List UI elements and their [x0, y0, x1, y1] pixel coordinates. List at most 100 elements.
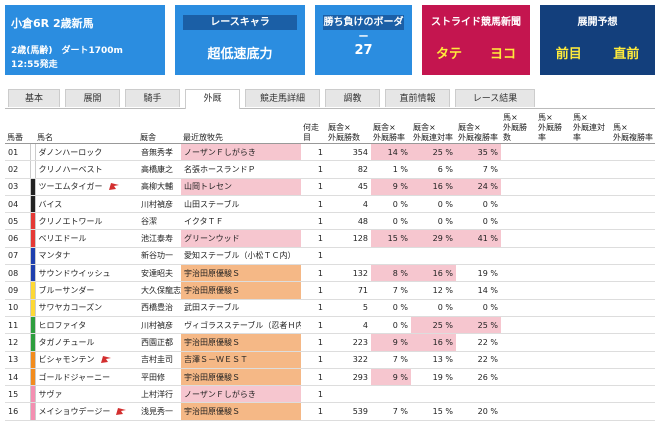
horse-top3-rate: [611, 351, 655, 369]
table: 馬番 馬名 厩舎 最近放牧先 何走目 厩舎× 外厩勝数 厩舎× 外厩勝率 厩舎× 外厩連対率 厩舎× 外…: [5, 113, 655, 421]
horse-name: ブルーサンダー: [35, 281, 138, 300]
farm: 名張ホースランドＰ: [181, 160, 301, 179]
horse-number: 02: [5, 160, 30, 179]
horse-top2-rate: [571, 160, 611, 179]
horse-top2-rate: [571, 212, 611, 231]
horse-number: 06: [5, 229, 30, 248]
tab[interactable]: 展開: [65, 89, 120, 107]
stable-wins: 223: [326, 333, 371, 352]
horse-number: 10: [5, 299, 30, 317]
stable-win-rate: 0 %: [371, 195, 411, 214]
horse-win-rate: [536, 178, 571, 196]
horse-top2-rate: [571, 178, 611, 196]
stable-top3-rate: 19 %: [456, 264, 501, 283]
horse-name: ベリエドール: [35, 229, 138, 248]
column-header: 馬名: [35, 113, 138, 144]
horse-top2-rate: [571, 264, 611, 283]
tab[interactable]: 騎手: [125, 89, 180, 107]
race-start: 12:55発走: [11, 60, 58, 70]
stable-wins: 4: [326, 195, 371, 214]
column-header: 厩舎× 外厩勝率: [371, 113, 411, 144]
trainer: 川村禎彦: [138, 316, 181, 335]
card-value: 前目: [555, 47, 582, 62]
stable-win-rate: 7 %: [371, 281, 411, 300]
run-count: 1: [301, 281, 326, 300]
column-header: 最近放牧先: [181, 113, 301, 144]
table-row: 06 ベリエドール 池江泰寿 グリーンウッド 1 128 15 % 29 % 41 %: [5, 229, 655, 248]
run-count: 1: [301, 264, 326, 283]
stable-wins: [326, 385, 371, 404]
horse-top2-rate: [571, 247, 611, 266]
horse-top3-rate: [611, 229, 655, 248]
tab[interactable]: レース結果: [455, 89, 535, 107]
header-text: 厩舎: [140, 133, 156, 142]
farm: 山田ステーブル: [181, 195, 301, 214]
race-title: 小倉6R 2歳新馬: [11, 17, 94, 30]
table-row: 12 タガノチュール 西園正都 宇治田原優駿Ｓ 1 223 9 % 16 % 22 %: [5, 333, 655, 352]
farm: 宇治田原優駿Ｓ: [181, 281, 301, 300]
horse-win-rate: [536, 402, 571, 421]
stable-win-rate: 7 %: [371, 351, 411, 369]
farm: 宇治田原優駿Ｓ: [181, 333, 301, 352]
horse-top2-rate: [571, 385, 611, 404]
horse-number: 05: [5, 212, 30, 231]
horse-win-rate: [536, 368, 571, 387]
tab[interactable]: 直前情報: [385, 89, 450, 107]
horse-wins: [501, 368, 536, 387]
header-text: 馬×: [573, 113, 588, 122]
tab[interactable]: 調教: [325, 89, 380, 107]
header-text: 外厩連対率: [413, 133, 453, 142]
horse-name: ダノンハーロック: [35, 143, 138, 162]
header-text: 厩舎×: [413, 123, 436, 132]
horse-name: ゴールドジャーニー: [35, 368, 138, 387]
run-count: 1: [301, 160, 326, 179]
stable-wins: 45: [326, 178, 371, 196]
horse-name: サウンドウイッシュ: [35, 264, 138, 283]
trainer: 高橋康之: [138, 160, 181, 179]
stable-wins: 293: [326, 368, 371, 387]
header-text: 外厩連対率: [573, 123, 605, 142]
farm: 宇治田原優駿Ｓ: [181, 264, 301, 283]
farm: 武田ステーブル: [181, 299, 301, 317]
horse-top2-rate: [571, 299, 611, 317]
horse-win-rate: [536, 212, 571, 231]
horse-wins: [501, 195, 536, 214]
horse-name: サワヤカコーズン: [35, 299, 138, 317]
stable-win-rate: [371, 247, 411, 266]
flag-icon: [108, 183, 119, 191]
stable-win-rate: 9 %: [371, 333, 411, 352]
stable-top3-rate: 0 %: [456, 212, 501, 231]
stable-win-rate: 0 %: [371, 299, 411, 317]
column-header: 何走目: [301, 113, 326, 144]
tab[interactable]: 外厩: [185, 89, 240, 109]
tabs: 基本 展開 騎手 外厩 競走馬詳細 調教 直前情報 レース結果: [5, 89, 655, 109]
stable-wins: [326, 247, 371, 266]
tab[interactable]: 基本: [8, 89, 60, 107]
horse-wins: [501, 160, 536, 179]
header-text: 馬名: [37, 133, 53, 142]
horse-name: マンタナ: [35, 247, 138, 266]
horse-number: 08: [5, 264, 30, 283]
table-row: 10 サワヤカコーズン 西橋豊治 武田ステーブル 1 5 0 % 0 % 0 %: [5, 299, 655, 317]
horse-wins: [501, 264, 536, 283]
gate-color: [29, 143, 36, 162]
header-text: 外厩複勝率: [613, 133, 653, 142]
horse-number: 13: [5, 351, 30, 369]
card-label: 勝ち負けのボーダー: [323, 15, 404, 43]
table-row: 08 サウンドウイッシュ 安達昭夫 宇治田原優駿Ｓ 1 132 8 % 16 % 19 %: [5, 264, 655, 283]
horse-name: クリノハーベスト: [35, 160, 138, 179]
horse-top2-rate: [571, 316, 611, 335]
tab[interactable]: 競走馬詳細: [245, 89, 320, 107]
horse-top3-rate: [611, 143, 655, 162]
horse-win-rate: [536, 351, 571, 369]
card-value: 超低速底力: [207, 47, 273, 62]
farm: 吉澤Ｓ－ＷＥＳＴ: [181, 351, 301, 369]
horse-wins: [501, 402, 536, 421]
stable-wins: 322: [326, 351, 371, 369]
stable-top3-rate: 7 %: [456, 160, 501, 179]
horse-win-rate: [536, 264, 571, 283]
gate-color: [29, 229, 36, 248]
header-text: 馬×: [613, 123, 628, 132]
header-text: 馬×: [503, 113, 518, 122]
run-count: 1: [301, 212, 326, 231]
